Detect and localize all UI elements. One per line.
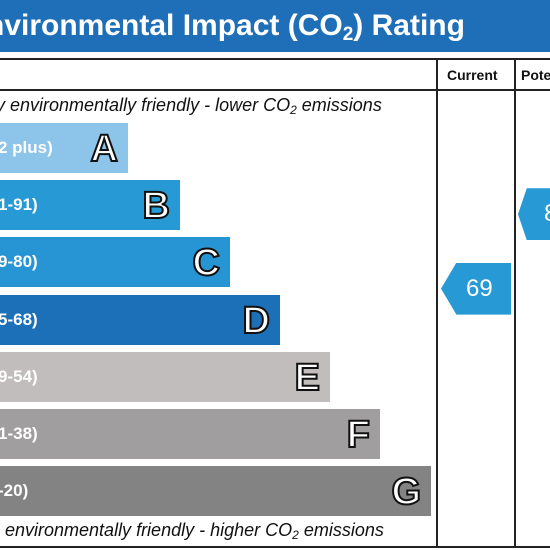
- band-f: 1-38) F: [0, 409, 380, 459]
- band-a: 2 plus) A: [0, 123, 128, 173]
- frame-top: [0, 58, 550, 60]
- band-letter: C: [192, 241, 221, 285]
- current-rating-value: 69: [466, 274, 493, 302]
- band-letter: G: [390, 470, 422, 514]
- band-range-label: 1-91): [0, 195, 38, 215]
- column-header-current: Current: [447, 67, 498, 83]
- band-letter: E: [294, 356, 321, 400]
- frame-col-divider-1: [436, 58, 438, 548]
- current-rating-arrow: [441, 262, 511, 315]
- band-range-label: 5-68): [0, 309, 38, 329]
- band-c: 9-80) C: [0, 237, 230, 288]
- frame-col-divider-2: [514, 58, 516, 548]
- band-range-label: 9-80): [0, 252, 38, 272]
- caption-top: y environmentally friendly - lower CO2 e…: [0, 95, 382, 117]
- band-g: -20) G: [0, 466, 431, 517]
- band-letter: B: [142, 184, 171, 228]
- band-range-label: 2 plus): [0, 138, 53, 157]
- band-range-label: -20): [0, 481, 29, 501]
- band-range-label: 1-38): [0, 424, 38, 443]
- band-b: 1-91) B: [0, 180, 180, 231]
- band-e: 9-54) E: [0, 351, 330, 402]
- band-letter: F: [346, 413, 371, 457]
- band-letter: A: [90, 127, 119, 171]
- band-d: 5-68) D: [0, 294, 280, 345]
- caption-bottom: environmentally friendly - higher CO2 em…: [5, 520, 384, 542]
- band-letter: D: [242, 299, 271, 343]
- chart-title: nvironmental Impact (CO2) Rating: [0, 9, 465, 45]
- frame-header-divider: [0, 89, 550, 91]
- column-header-potential: Pote: [521, 67, 550, 83]
- band-range-label: 9-54): [0, 366, 38, 386]
- frame-bottom: [0, 546, 550, 548]
- header-bar: nvironmental Impact (CO2) Rating: [0, 0, 550, 52]
- potential-rating-value: 8: [544, 188, 550, 240]
